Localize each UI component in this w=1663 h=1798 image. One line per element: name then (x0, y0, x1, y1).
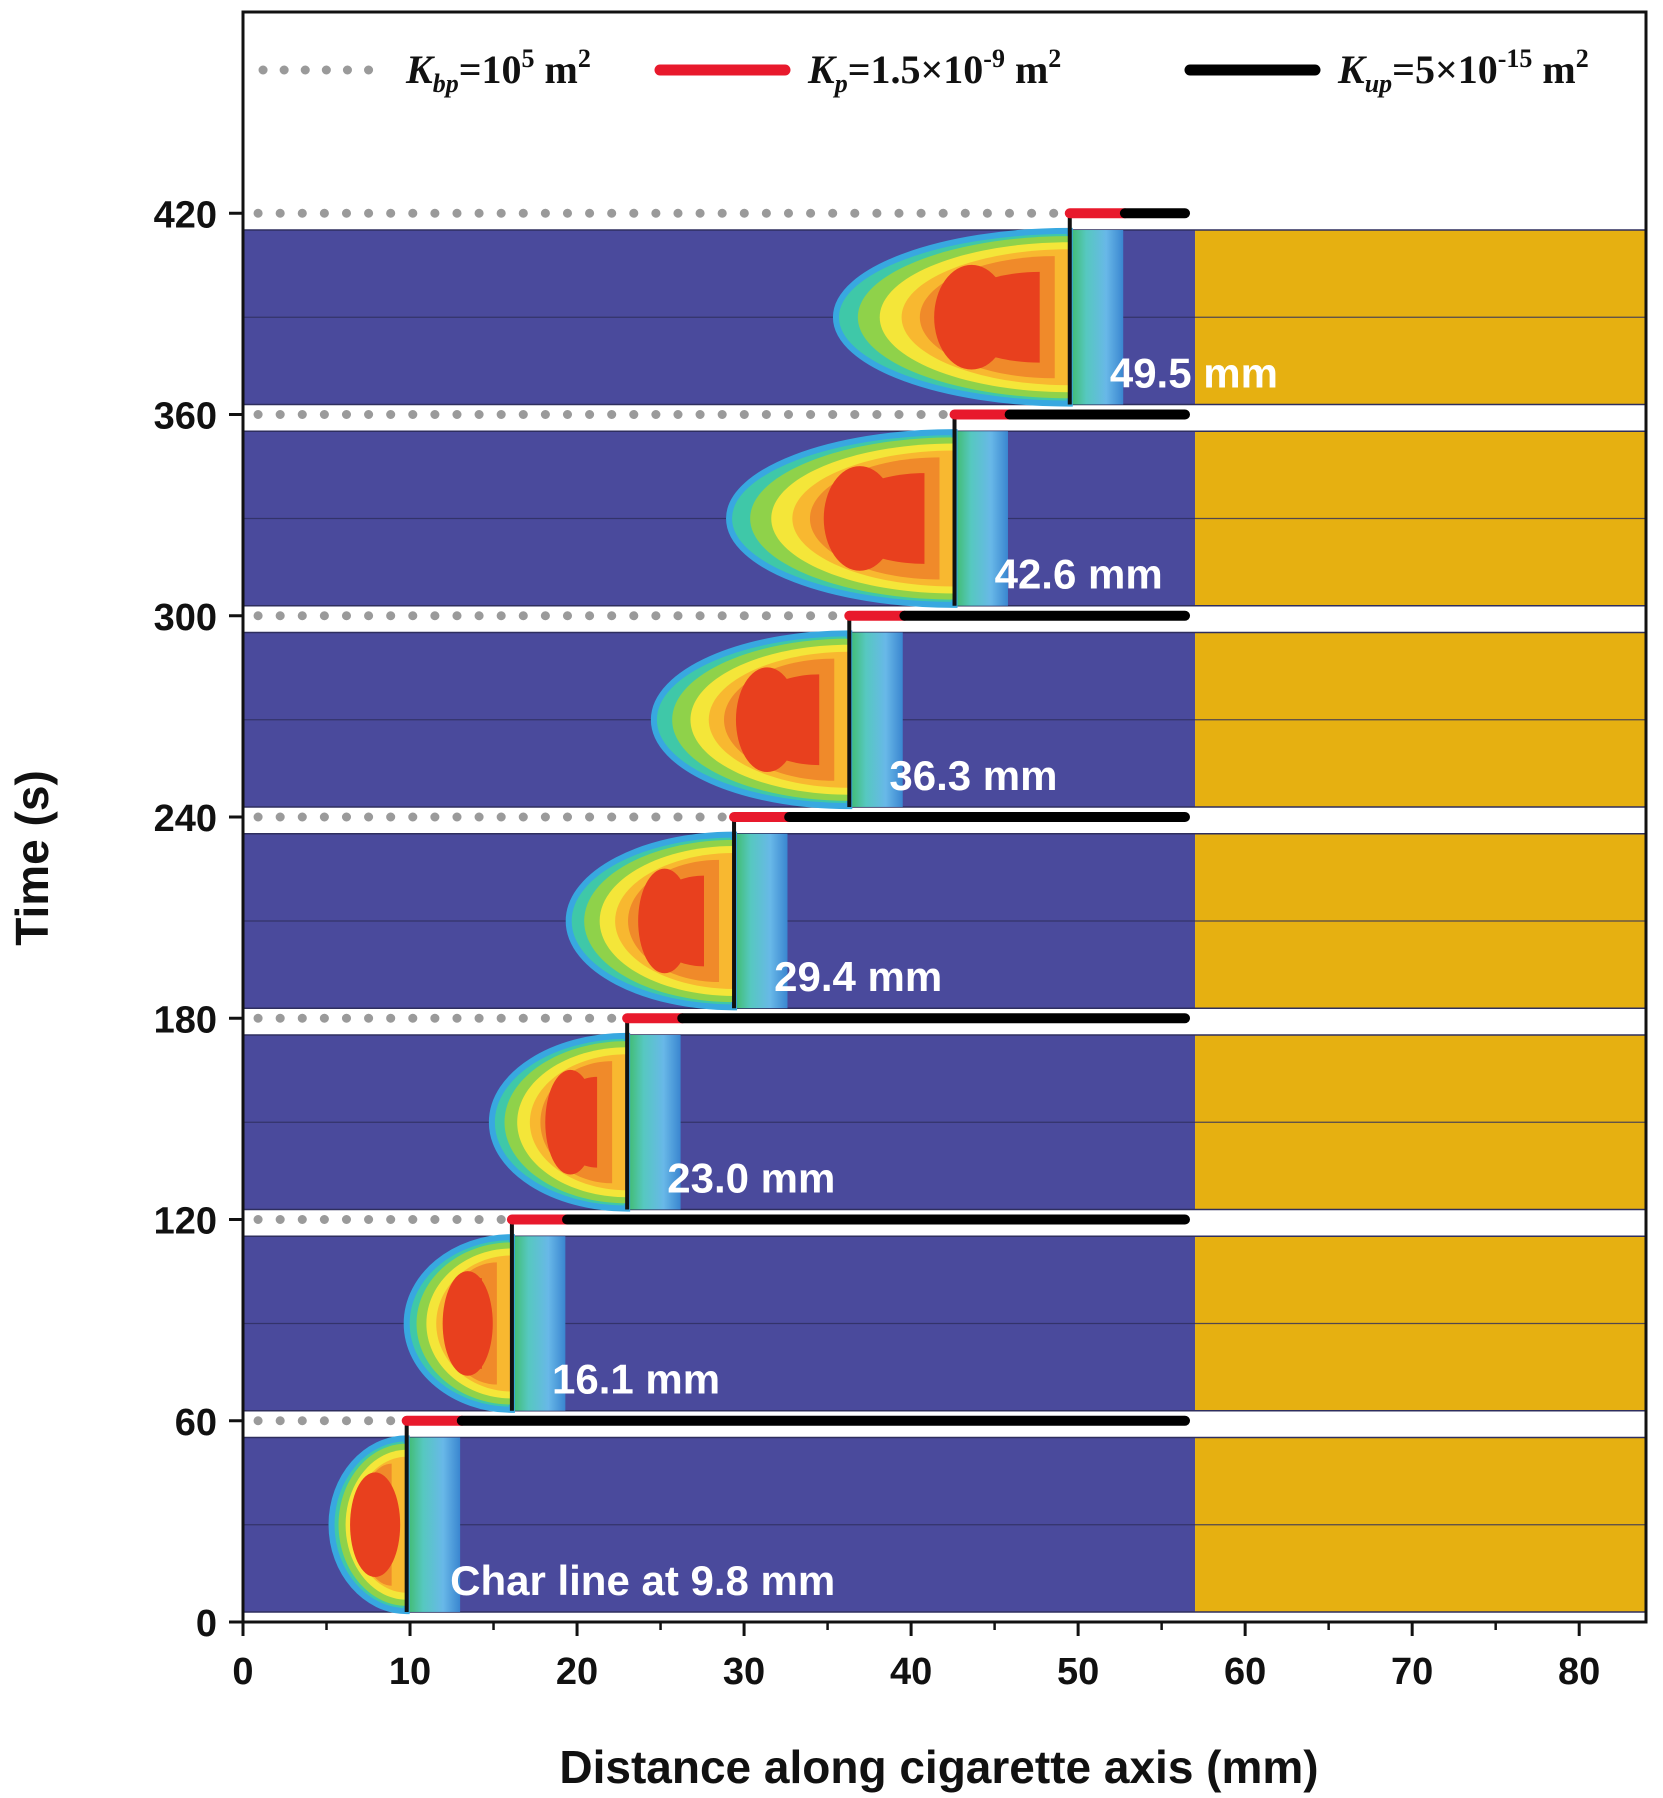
x-tick-label: 80 (1558, 1651, 1600, 1693)
legend: Kbp=105 m2 Kp=1.5×10-9 m2 Kup=5×10-15 m2 (258, 44, 1589, 98)
snapshot-60: Char line at 9.8 mm (243, 1420, 1646, 1615)
pyrolysis-band (845, 632, 903, 807)
x-tick-label: 20 (556, 1651, 598, 1693)
legend-label-2: Kp=1.5×10-9 m2 (807, 44, 1061, 98)
hot-core (545, 1069, 596, 1175)
y-tick-label: 180 (154, 999, 217, 1041)
x-tick-label: 10 (389, 1651, 431, 1693)
y-axis-title: Time (s) (6, 770, 58, 946)
pyrolysis-band (1066, 230, 1124, 405)
snapshot-strips: Char line at 9.8 mm 16.1 mm 23.0 mm 29.4 mm… (243, 213, 1646, 1615)
x-tick-label: 40 (890, 1651, 932, 1693)
hot-core (934, 264, 1009, 370)
y-tick-label: 0 (196, 1603, 217, 1645)
y-tick-label: 420 (154, 194, 217, 236)
snapshot-120: 16.1 mm (243, 1219, 1646, 1413)
snapshot-180: 23.0 mm (243, 1018, 1646, 1212)
char-line-label: 29.4 mm (774, 953, 942, 1000)
x-tick-label: 30 (723, 1651, 765, 1693)
legend-label-3: Kup=5×10-15 m2 (1337, 44, 1589, 98)
pyrolysis-band (508, 1236, 566, 1411)
x-tick-label: 60 (1224, 1651, 1266, 1693)
x-tick-label: 70 (1391, 1651, 1433, 1693)
permeability-lines (253, 208, 1191, 1426)
axes-frame: 0 10 20 30 40 50 60 70 80 0 60 120 180 240 300 360 420 (154, 10, 1648, 1693)
pyrolysis-band (951, 431, 1008, 606)
char-line-label: 36.3 mm (889, 752, 1057, 799)
pyrolysis-band (403, 1437, 461, 1612)
hot-core (638, 868, 692, 974)
snapshot-420: 49.5 mm (243, 213, 1646, 407)
snapshot-240: 29.4 mm (243, 817, 1646, 1011)
pyrolysis-band (623, 1035, 681, 1210)
hot-core (442, 1271, 493, 1376)
hot-core (350, 1472, 401, 1578)
char-line-label: 23.0 mm (667, 1154, 835, 1201)
char-line-label: Char line at 9.8 mm (450, 1557, 835, 1604)
snapshot-360: 42.6 mm (243, 414, 1646, 608)
char-line-label: 16.1 mm (552, 1356, 720, 1403)
hot-core (735, 667, 799, 773)
pyrolysis-band (730, 833, 788, 1009)
x-tick-label: 50 (1057, 1651, 1099, 1693)
legend-label-1: Kbp=105 m2 (405, 44, 591, 98)
y-tick-label: 120 (154, 1201, 217, 1243)
char-line-label: 42.6 mm (995, 551, 1163, 598)
y-tick-label: 240 (154, 798, 217, 840)
char-line-label: 49.5 mm (1110, 349, 1278, 396)
x-axis-title: Distance along cigarette axis (mm) (559, 1741, 1318, 1793)
x-tick-label: 0 (232, 1651, 253, 1693)
y-tick-label: 300 (154, 597, 217, 639)
y-tick-label: 360 (154, 396, 217, 438)
snapshot-300: 36.3 mm (243, 615, 1646, 810)
hot-core (823, 466, 896, 571)
y-tick-label: 60 (175, 1402, 217, 1444)
